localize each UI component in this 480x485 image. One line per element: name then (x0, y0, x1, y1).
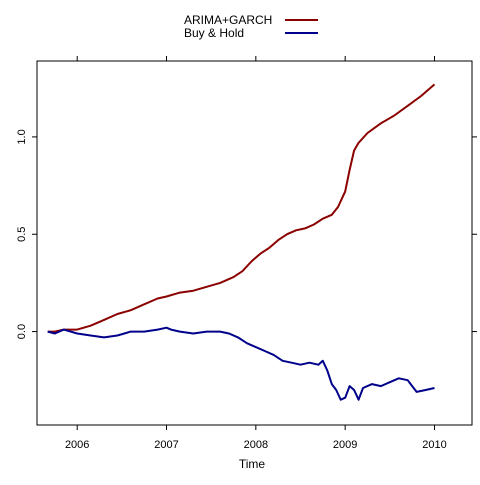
x-axis-title: Time (239, 457, 266, 471)
series-line-0 (47, 83, 436, 333)
x-tick-label: 2006 (65, 439, 89, 451)
series-group (47, 83, 436, 401)
x-tick-label: 2010 (422, 439, 446, 451)
x-tick-label: 2008 (244, 439, 268, 451)
series-line-1 (47, 326, 435, 401)
y-axis: 0.0 0.5 1.0 (16, 129, 477, 339)
y-tick-label: 1.0 (16, 129, 28, 144)
x-axis: 2006 2007 2008 2009 2010 (65, 56, 447, 451)
y-tick-label: 0.0 (16, 324, 28, 339)
y-tick-label: 0.5 (16, 227, 28, 242)
legend-label-0: ARIMA+GARCH (184, 13, 272, 27)
x-tick-label: 2009 (333, 439, 357, 451)
legend-label-1: Buy & Hold (184, 26, 244, 40)
x-tick-label: 2007 (154, 439, 178, 451)
plot-frame (36, 60, 473, 426)
